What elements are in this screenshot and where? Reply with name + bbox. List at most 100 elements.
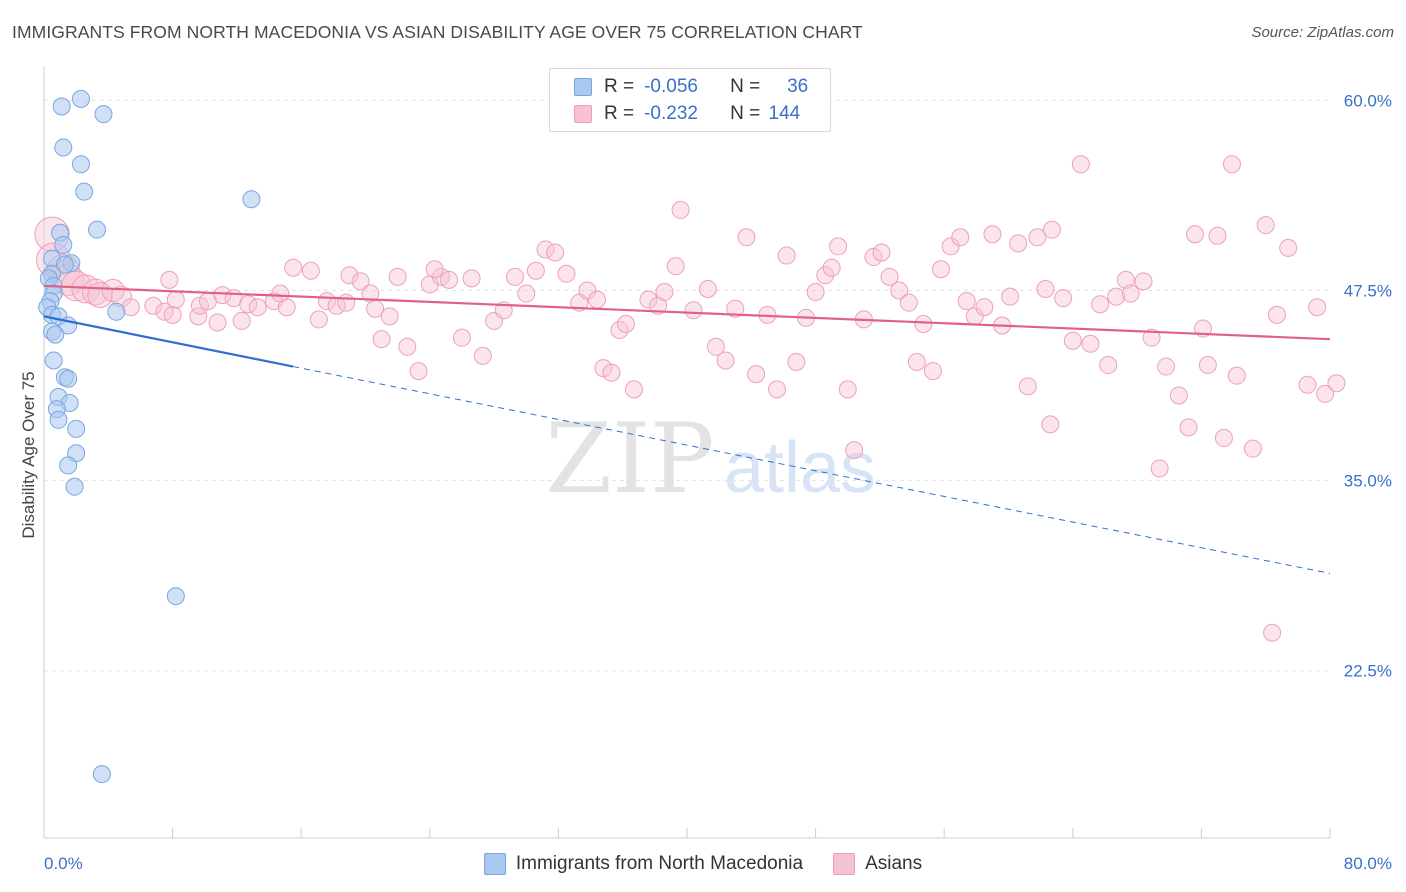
stats-legend: R = -0.056 N = 36 R = -0.232 N = 144 — [549, 68, 831, 132]
macedonia-point — [55, 255, 74, 274]
asian-point — [1227, 366, 1246, 385]
macedonia-point — [71, 89, 90, 108]
trend-layer — [43, 284, 1331, 574]
asian-point — [1308, 298, 1327, 317]
asian-point — [957, 292, 976, 311]
asian-point — [1222, 155, 1241, 174]
x-tick-label: 80.0% — [1344, 854, 1392, 873]
macedonia-point — [242, 190, 261, 209]
asian-point — [239, 295, 258, 314]
asian-point — [1150, 459, 1169, 478]
legend-row-asians: R = -0.232 N = 144 — [574, 102, 800, 126]
legend-swatch-macedonia — [483, 853, 506, 875]
asian-point — [505, 267, 524, 286]
asian-point — [777, 246, 796, 265]
macedonia-point — [54, 138, 73, 157]
asian-point — [1018, 377, 1037, 396]
legend-item-asians[interactable]: Asians — [833, 853, 922, 875]
asian-point — [578, 281, 597, 300]
legend-r-label: R = — [604, 103, 635, 124]
macedonia-trend-line — [43, 315, 294, 368]
asian-point — [409, 362, 428, 381]
asian-point — [398, 337, 417, 356]
asian-point — [1063, 331, 1082, 350]
asian-point — [517, 284, 536, 303]
asian-point — [639, 290, 658, 309]
watermark: ZIP atlas — [545, 403, 876, 515]
legend-swatch-asians — [574, 105, 592, 123]
macedonia-point — [92, 765, 111, 784]
asian-point — [975, 298, 994, 317]
legend-n-value: 36 — [787, 76, 809, 97]
legend-r-value: -0.232 — [644, 103, 698, 124]
asian-point — [907, 352, 926, 371]
macedonia-point — [59, 456, 78, 475]
asian-point — [536, 240, 555, 259]
asian-point — [425, 260, 444, 279]
legend-label-asians: Asians — [865, 853, 923, 874]
series-macedonia — [38, 89, 261, 784]
series-asians — [34, 155, 1346, 642]
asian-point — [787, 352, 806, 371]
macedonia-point — [65, 477, 84, 496]
asian-point — [372, 330, 391, 349]
asian-point — [337, 293, 356, 312]
asian-point — [1028, 228, 1047, 247]
asian-point — [462, 269, 481, 288]
asian-point — [1316, 384, 1335, 403]
y-tick-label: 47.5% — [1344, 282, 1392, 301]
asian-point — [526, 261, 545, 280]
x-tick-label: 0.0% — [44, 854, 83, 873]
y-axis-label: Disability Age Over 75 — [19, 371, 38, 538]
asian-point — [208, 313, 227, 332]
asian-point — [1256, 216, 1275, 235]
legend-r-label: R = — [604, 76, 635, 97]
legend-row-macedonia: R = -0.056 N = 36 — [574, 75, 808, 99]
watermark-zip: ZIP — [545, 403, 714, 515]
asian-point — [1071, 155, 1090, 174]
asian-point — [684, 301, 703, 320]
asian-point — [213, 286, 232, 305]
asian-point — [1009, 234, 1028, 253]
asian-point — [1263, 623, 1282, 642]
asian-point — [822, 258, 841, 277]
asian-point — [1327, 374, 1346, 393]
asian-point — [546, 243, 565, 262]
asian-point — [1001, 287, 1020, 306]
macedonia-point — [46, 325, 65, 344]
y-tick-label: 35.0% — [1344, 472, 1392, 491]
asian-point — [1185, 225, 1204, 244]
legend-r-value: -0.056 — [644, 76, 698, 97]
asian-point — [473, 346, 492, 365]
asian-point — [284, 258, 303, 277]
asian-point — [983, 225, 1002, 244]
asian-point — [655, 283, 674, 302]
asian-point — [248, 298, 267, 317]
asian-point — [557, 264, 576, 283]
asian-point — [1279, 238, 1298, 257]
tick-labels: 22.5% 35.0% 47.5% 60.0% 0.0% 80.0% — [44, 91, 1392, 873]
asian-point — [1042, 220, 1061, 239]
asian-point — [706, 337, 725, 356]
asian-point — [1116, 270, 1135, 289]
grid-lines — [44, 99, 1330, 672]
asian-point — [1198, 356, 1217, 375]
legend-item-macedonia[interactable]: Immigrants from North Macedonia — [483, 853, 803, 875]
asian-point — [1091, 295, 1110, 314]
y-tick-label: 60.0% — [1344, 91, 1392, 110]
asian-point — [716, 351, 735, 370]
asian-point — [1134, 272, 1153, 291]
macedonia-point — [67, 419, 86, 438]
asian-point — [1054, 289, 1073, 308]
asian-point — [1179, 418, 1198, 437]
asian-point — [923, 362, 942, 381]
asian-point — [768, 380, 787, 399]
asian-point — [452, 328, 471, 347]
asian-point — [931, 260, 950, 279]
asian-point — [166, 290, 185, 309]
asian-point — [890, 281, 909, 300]
macedonia-point — [59, 369, 78, 388]
asian-point — [309, 310, 328, 329]
series-layer — [34, 89, 1346, 784]
